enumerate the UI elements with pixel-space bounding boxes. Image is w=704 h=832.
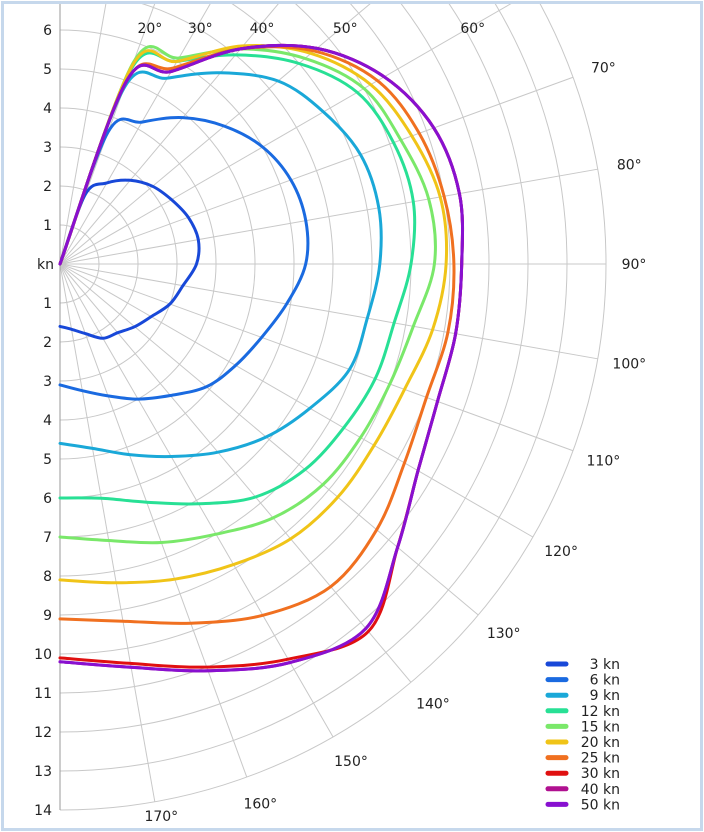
radial-tick-label: 3 (43, 140, 52, 156)
angle-tick-label: 160° (243, 796, 277, 812)
grid-spoke (59, 4, 107, 265)
angle-tick-label: 90° (622, 257, 647, 273)
legend-label: 20 kn (581, 735, 620, 751)
radial-tick-label: 13 (34, 764, 52, 780)
legend-label: 50 kn (581, 797, 620, 813)
radial-tick-label: 1 (43, 296, 52, 312)
angle-tick-label: 80° (617, 157, 642, 173)
series-curve (58, 45, 437, 545)
legend-label: 6 kn (590, 673, 620, 689)
grid-ring (59, 4, 373, 577)
grid-spoke (59, 76, 574, 265)
angle-tick-labels: 20° 30° 40° 50° 60° 70° 80° 90° 100° 110° 120° 130°… (137, 21, 646, 825)
grid-spoke (59, 263, 248, 778)
angle-tick-label: 40° (250, 21, 275, 37)
radial-tick-label: 9 (43, 608, 52, 624)
radial-tick-label: 11 (34, 686, 52, 702)
grid-spoke (59, 263, 479, 616)
legend-label: 25 kn (581, 751, 620, 767)
radial-tick-label: 10 (34, 647, 52, 663)
radial-tick-label: 5 (43, 62, 52, 78)
legend-label: 9 kn (590, 688, 620, 704)
legend-label: 30 kn (581, 766, 620, 782)
legend-label: 15 kn (581, 719, 620, 735)
grid-spoke (59, 263, 534, 538)
radial-unit-label: kn (37, 257, 54, 273)
angle-tick-label: 70° (591, 61, 616, 77)
angle-tick-label: 110° (587, 453, 621, 469)
radial-tick-label: 7 (43, 530, 52, 546)
series-curve (58, 45, 456, 625)
radial-tick-label: 1 (43, 218, 52, 234)
grid-spoke (59, 4, 512, 265)
grid-spoke (59, 168, 598, 265)
angle-tick-label: 30° (188, 21, 213, 37)
radial-tick-label: 6 (43, 491, 52, 507)
radial-tick-label: 6 (43, 23, 52, 39)
angle-tick-label: 100° (612, 357, 646, 373)
grid-spoke (59, 4, 371, 265)
grid-spoke (59, 263, 156, 802)
angle-tick-label: 150° (334, 754, 368, 770)
radial-tick-label: 2 (43, 335, 52, 351)
angle-tick-label: 140° (416, 697, 450, 713)
curves-layer (58, 43, 465, 673)
legend-label: 40 kn (581, 782, 620, 798)
angle-tick-label: 170° (144, 809, 178, 825)
grid-spoke (59, 263, 574, 452)
legend-label: 3 kn (590, 657, 620, 673)
series-curve (58, 115, 310, 401)
series-curve (58, 44, 449, 585)
angle-tick-label: 20° (137, 21, 162, 37)
grid-spoke (59, 263, 598, 360)
grid-spoke (59, 4, 156, 265)
angle-tick-label: 50° (333, 21, 358, 37)
grid-spoke (59, 4, 211, 265)
series-curve (58, 70, 383, 459)
series-curve (58, 178, 201, 340)
radial-tick-label: 12 (34, 725, 52, 741)
radial-tick-label: 3 (43, 374, 52, 390)
angle-tick-label: 120° (544, 544, 578, 560)
radial-tick-label: 5 (43, 452, 52, 468)
radial-tick-label: 4 (43, 101, 52, 117)
radial-tick-label: 8 (43, 569, 52, 585)
radial-tick-label: 4 (43, 413, 52, 429)
legend-label: 12 kn (581, 704, 620, 720)
series-curve (58, 43, 465, 673)
angle-tick-label: 60° (460, 21, 485, 37)
radial-tick-label: 14 (34, 803, 52, 819)
radial-tick-label: 2 (43, 179, 52, 195)
angle-tick-label: 130° (487, 626, 521, 642)
